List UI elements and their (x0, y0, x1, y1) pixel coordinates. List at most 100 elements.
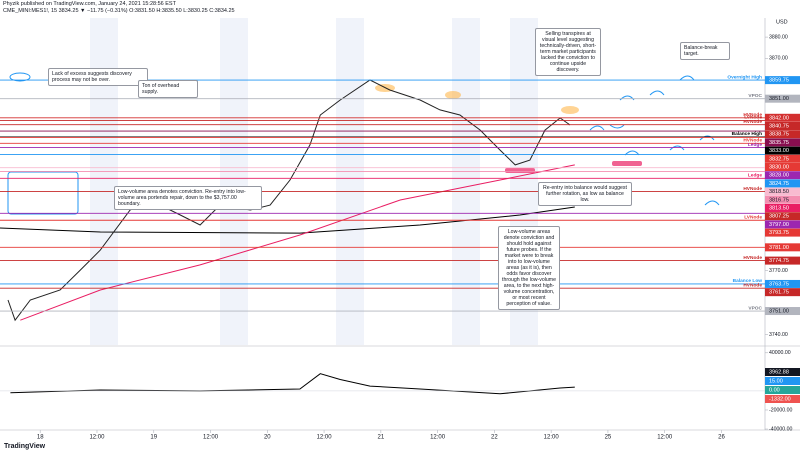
level-name: Ledge (748, 142, 762, 148)
level-label-bg (765, 179, 800, 188)
x-tick-label: 22 (491, 435, 498, 441)
level-label-bg (765, 154, 800, 163)
annotation: Ton of overhead supply. (138, 80, 198, 98)
x-tick-label: 20 (264, 435, 271, 441)
level-label-bg (765, 212, 800, 221)
level-name: LVNode (744, 215, 762, 221)
level-label-bg (765, 228, 800, 237)
y-tick-label: 3740.00 (769, 332, 788, 338)
level-label: 3851.00 (769, 96, 789, 102)
y-tick-label: 3770.00 (769, 268, 788, 274)
level-label-bg (765, 288, 800, 297)
level-name: HVNode (743, 255, 762, 261)
level-label-bg (765, 138, 800, 147)
level-label: 3797.00 (769, 222, 789, 228)
level-label-bg (765, 195, 800, 204)
readout-bg (765, 395, 800, 403)
drawing (561, 106, 579, 114)
annotation: Balance-break target. (680, 42, 730, 60)
level-label: 3816.75 (769, 197, 789, 203)
level-label: 3835.75 (769, 140, 789, 146)
x-tick-label: 12:00 (317, 435, 333, 441)
level-name: HVNode (743, 119, 762, 125)
x-tick-label: 25 (605, 435, 612, 441)
annotation: Lack of excess suggests discovery proces… (48, 68, 148, 86)
x-tick-label: 26 (718, 435, 725, 441)
x-tick-label: 12:00 (657, 435, 673, 441)
readout-bg (765, 368, 800, 376)
level-label: 3828.00 (769, 173, 789, 179)
chart-subtitle: CME_MINI:MES1!, 15 3834.25 ▼ −11.75 (−0.… (3, 8, 235, 14)
y-tick-label: -40000.00 (769, 426, 792, 432)
level-name: Overnight High (727, 74, 762, 80)
level-label: 3842.00 (769, 115, 789, 121)
annotation: Low-volume area denotes conviction. Re-e… (114, 186, 262, 210)
level-label-bg (765, 162, 800, 171)
drawing (7, 171, 79, 215)
drawing (445, 91, 461, 99)
readout: -1332.00 (769, 396, 791, 402)
level-label: 3838.75 (769, 132, 789, 138)
level-label: 3763.75 (769, 281, 789, 287)
level-label: 3859.75 (769, 78, 789, 84)
level-label-bg (765, 307, 800, 316)
level-label: 3833.00 (769, 148, 789, 154)
readout: 15.00 (769, 378, 783, 384)
footer-logo: TradingView (4, 443, 46, 450)
level-name: VPOC (748, 93, 762, 99)
chart-title: Phyzik published on TradingView.com, Jan… (3, 1, 176, 7)
level-label-bg (765, 121, 800, 130)
annotation: Selling transpires at visual level sugge… (535, 28, 601, 76)
level-name: HVNode (743, 186, 762, 192)
y-tick-label: 3880.00 (769, 34, 788, 40)
level-label-bg (765, 113, 800, 122)
level-label: 3813.50 (769, 205, 789, 211)
currency: USD (776, 19, 788, 25)
drawing (9, 72, 31, 82)
annotation: Low-volume areas denote conviction and s… (498, 226, 560, 310)
level-label-bg (765, 94, 800, 103)
session-shade (336, 18, 364, 345)
level-label: 3824.75 (769, 181, 789, 187)
x-tick-label: 12:00 (430, 435, 446, 441)
level-name: HVNode (743, 138, 762, 144)
level-label-bg (765, 130, 800, 139)
x-tick-label: 12:00 (203, 435, 219, 441)
level-label-bg (765, 171, 800, 180)
readout-bg (765, 377, 800, 385)
level-label-bg (765, 220, 800, 229)
level-label-bg (765, 256, 800, 265)
series-line (7, 79, 571, 322)
annotation: Re-entry into balance would suggest furt… (538, 182, 632, 206)
y-tick-label: 3870.00 (769, 56, 788, 62)
level-name: HVNode (743, 112, 762, 118)
level-name: LVNode (744, 115, 762, 121)
level-label: 3830.00 (769, 164, 789, 170)
session-shade (220, 18, 248, 345)
drawing (612, 161, 642, 166)
series-line (20, 164, 575, 321)
level-label-bg (765, 203, 800, 212)
level-name: Balance Low (733, 278, 763, 284)
x-tick-label: 21 (378, 435, 385, 441)
level-label-bg (765, 243, 800, 252)
x-tick-label: 19 (150, 435, 157, 441)
level-name: Ledge (748, 173, 762, 179)
level-label-bg (765, 146, 800, 155)
x-tick-label: 12:00 (89, 435, 105, 441)
level-label: 3751.00 (769, 308, 789, 314)
y-tick-label: -20000.00 (769, 407, 792, 413)
readout: 3962.88 (769, 369, 789, 375)
level-name: Balance High (732, 131, 762, 137)
level-label: 3840.75 (769, 123, 789, 129)
level-label: 3832.75 (769, 156, 789, 162)
x-tick-label: 18 (37, 435, 44, 441)
level-label-bg (765, 187, 800, 196)
x-tick-label: 12:00 (544, 435, 560, 441)
drawing (505, 168, 535, 173)
session-shade (452, 18, 480, 345)
level-label: 3793.75 (769, 230, 789, 236)
readout: 0.00 (769, 387, 780, 393)
level-name: HVNode (743, 282, 762, 288)
